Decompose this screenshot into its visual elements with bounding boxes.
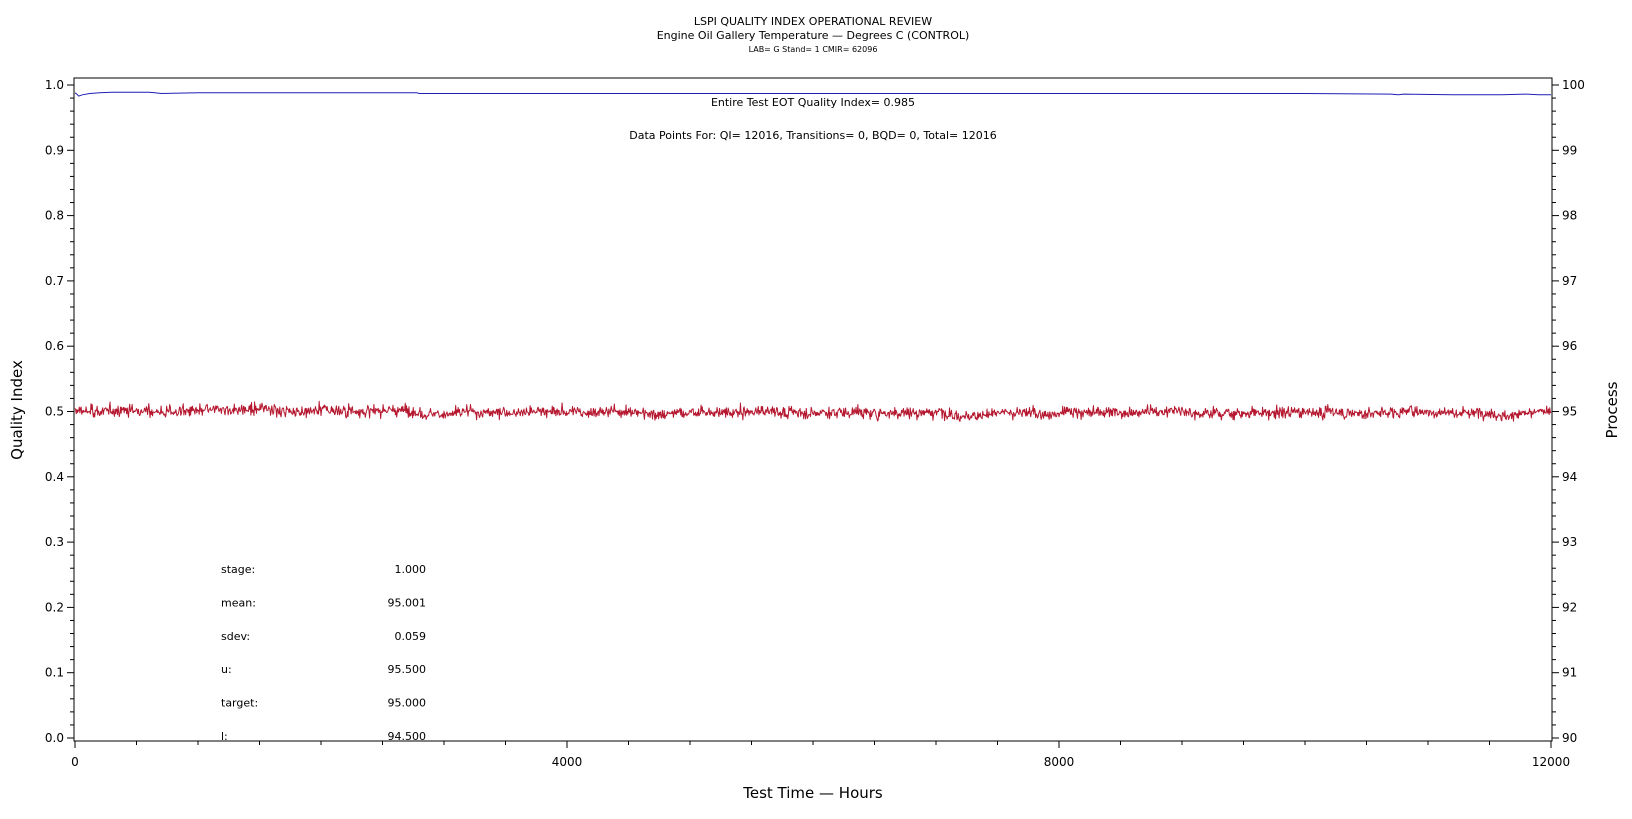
y-tick-label: 0.2 — [45, 600, 64, 614]
chart-title: LSPI QUALITY INDEX OPERATIONAL REVIEW — [694, 15, 932, 28]
y-tick-label: 0.9 — [45, 143, 64, 157]
x-tick-label: 8000 — [1044, 755, 1075, 769]
quality-index-line — [74, 91, 1551, 97]
y-tick-label: 0.7 — [45, 274, 64, 288]
stat-label: stage: — [221, 563, 255, 576]
y-tick-label: 0.5 — [45, 405, 64, 419]
y2-tick-label: 94 — [1562, 470, 1577, 484]
stat-value: 95.000 — [388, 697, 427, 710]
stat-label: u: — [221, 663, 232, 676]
stats-table: stage: 1.000 mean: 95.001 sdev: 0.059 u: 95.500… — [221, 563, 426, 743]
y2-tick-label: 90 — [1562, 731, 1577, 745]
y-tick-label: 1.0 — [45, 78, 64, 92]
stat-label: l: — [221, 730, 228, 743]
stat-value: 1.000 — [395, 563, 427, 576]
x-tick-labels: 0 4000 8000 12000 — [71, 755, 1570, 769]
stat-label: mean: — [221, 596, 256, 609]
y2-tick-label: 100 — [1562, 78, 1585, 92]
y2-tick-label: 95 — [1562, 405, 1577, 419]
y2-tick-label: 97 — [1562, 274, 1577, 288]
stat-value: 95.500 — [388, 663, 427, 676]
y2-tick-label: 93 — [1562, 535, 1577, 549]
y-tick-label: 0.6 — [45, 339, 64, 353]
stat-label: target: — [221, 697, 258, 710]
stat-label: sdev: — [221, 630, 250, 643]
series-layer — [74, 91, 1552, 422]
x-tick-label: 0 — [71, 755, 79, 769]
y2-tick-label: 99 — [1562, 143, 1577, 157]
y-tick-label: 0.1 — [45, 666, 64, 680]
y-tick-label: 0.0 — [45, 731, 64, 745]
tick-marks — [67, 84, 1559, 748]
quality-index-annotation: Entire Test EOT Quality Index= 0.985 — [711, 96, 915, 109]
x-tick-label: 12000 — [1532, 755, 1570, 769]
y-tick-label: 0.4 — [45, 470, 64, 484]
y2-axis-label: Process — [1603, 381, 1621, 438]
chart-subtitle-2: LAB= G Stand= 1 CMIR= 62096 — [749, 45, 878, 54]
stat-value: 94.500 — [388, 730, 427, 743]
stat-value: 0.059 — [395, 630, 427, 643]
x-axis-label: Test Time — Hours — [742, 784, 883, 802]
y-tick-label: 0.3 — [45, 535, 64, 549]
y-tick-label: 0.8 — [45, 209, 64, 223]
stat-value: 95.001 — [388, 596, 427, 609]
y2-tick-label: 98 — [1562, 209, 1577, 223]
y-tick-labels: 0.0 0.1 0.2 0.3 0.4 0.5 0.6 0.7 0.8 0.9 1.0 — [45, 78, 64, 745]
y2-tick-label: 96 — [1562, 339, 1577, 353]
y2-tick-label: 92 — [1562, 600, 1577, 614]
x-tick-label: 4000 — [552, 755, 583, 769]
y2-tick-label: 91 — [1562, 666, 1577, 680]
chart-subtitle: Engine Oil Gallery Temperature — Degrees… — [657, 29, 970, 42]
process-line — [74, 400, 1552, 422]
y-axis-label: Quality Index — [8, 360, 26, 460]
y2-tick-labels: 90 91 92 93 94 95 96 97 98 99 100 — [1562, 78, 1585, 745]
data-points-annotation: Data Points For: QI= 12016, Transitions=… — [629, 129, 997, 142]
